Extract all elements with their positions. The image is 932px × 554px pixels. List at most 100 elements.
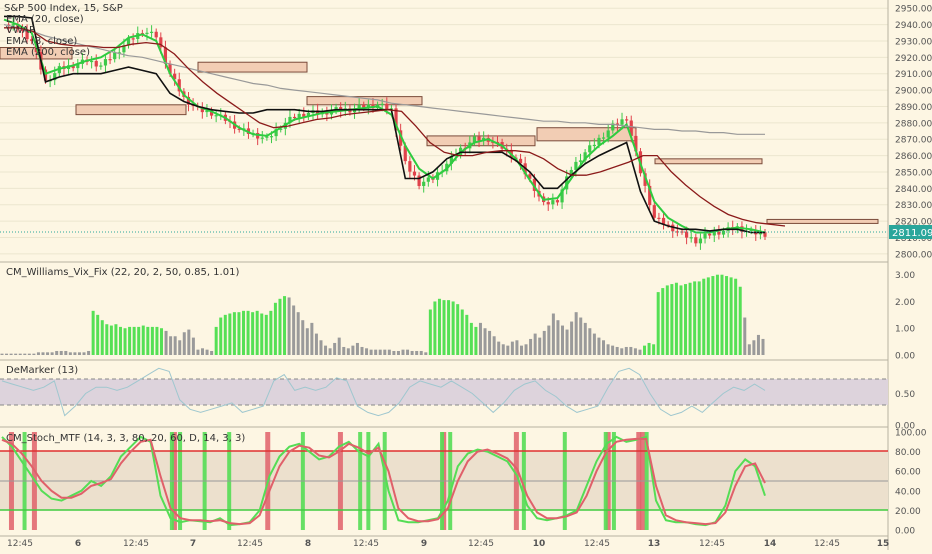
stoch-axis[interactable]: 100.00 80.00 60.00 40.00 20.00 0.00 <box>895 429 927 537</box>
candle-body <box>551 200 555 205</box>
time-tick-label: 12:45 <box>353 539 379 549</box>
price-tick-label: 2800.00 <box>895 250 932 260</box>
candle-body <box>279 128 283 130</box>
candle-body <box>583 152 587 161</box>
vix-bar <box>729 277 733 355</box>
candle-body <box>131 38 135 40</box>
candle-body <box>555 200 560 203</box>
vix-bar <box>456 304 460 355</box>
candle-body <box>30 39 34 41</box>
price-tick-label: 2850.00 <box>895 168 932 178</box>
vix-bar <box>684 284 688 355</box>
time-axis[interactable]: 12:45 6 12:45 7 12:45 8 12:45 9 12:45 10 12:45 13 12… <box>7 539 889 549</box>
vix-bar <box>223 314 227 355</box>
vix-bar <box>150 326 154 355</box>
vix-bar <box>643 345 647 355</box>
demarker-title[interactable]: DeMarker (13) <box>6 365 78 376</box>
price-panel[interactable] <box>0 7 888 255</box>
time-tick-label: 12:45 <box>699 539 725 549</box>
candle-body <box>11 24 15 26</box>
candle-body <box>145 32 149 34</box>
vix-bar <box>533 333 537 355</box>
candle-body <box>565 176 569 190</box>
legend-ema200[interactable]: EMA (200, close) <box>6 47 90 58</box>
vix-bar <box>515 340 519 355</box>
candle-body <box>560 189 564 203</box>
vix-bar <box>756 334 760 355</box>
vix-bar <box>114 324 118 355</box>
supply-demand-zone <box>306 96 423 106</box>
vix-bar <box>406 349 410 355</box>
vix-title[interactable]: CM_Williams_Vix_Fix (22, 20, 2, 50, 0.85… <box>6 267 239 278</box>
candle-body <box>173 73 177 80</box>
candle-body <box>657 217 661 219</box>
time-tick-label: 14 <box>764 539 777 549</box>
vix-bar <box>132 326 136 355</box>
vix-bar <box>164 330 168 355</box>
vix-bar <box>410 350 414 355</box>
vix-bar <box>556 320 560 355</box>
vix-axis[interactable]: 3.00 2.00 1.00 0.00 <box>895 271 915 361</box>
vix-bar <box>592 333 596 355</box>
legend-ema8[interactable]: EMA (8, close) <box>6 36 77 47</box>
vix-bar <box>242 310 246 355</box>
vix-bar <box>105 324 109 355</box>
candle-body <box>578 160 583 162</box>
candle-body <box>288 116 292 123</box>
legend-ema20[interactable]: EMA (20, close) <box>6 14 84 25</box>
vix-bar <box>333 342 337 355</box>
candle-body <box>168 63 172 74</box>
vix-bar <box>424 352 428 355</box>
price-tick-label: 2890.00 <box>895 103 932 113</box>
candle-body <box>306 112 310 117</box>
vix-bar <box>529 338 533 355</box>
current-price-tag: 2811.09 <box>889 225 932 239</box>
vix-bar <box>50 352 54 355</box>
vix-bar <box>159 328 163 355</box>
time-tick-label: 6 <box>75 539 81 549</box>
candle-body <box>721 230 726 235</box>
vix-bar <box>747 344 751 355</box>
vix-bar <box>0 353 4 355</box>
supply-demand-zone <box>75 104 187 116</box>
vix-bar <box>574 312 578 355</box>
vix-bar <box>55 350 59 355</box>
candle-body <box>708 233 712 236</box>
vix-bar <box>428 309 432 355</box>
vix-bar <box>633 348 637 355</box>
candle-body <box>274 129 278 137</box>
candle-body <box>103 59 108 66</box>
vix-bar <box>620 348 624 355</box>
symbol-title[interactable]: S&P 500 Index, 15, S&P <box>4 3 123 14</box>
candle-body <box>666 224 670 226</box>
candle-body <box>611 123 615 131</box>
vix-bar <box>260 313 264 355</box>
candle-body <box>394 108 398 131</box>
vix-bar <box>324 345 328 355</box>
candle-body <box>661 217 666 225</box>
candle-body <box>357 104 361 109</box>
vix-bar <box>469 322 473 355</box>
stoch-mtf-panel[interactable] <box>0 432 888 530</box>
vix-tick-label: 2.00 <box>895 298 915 308</box>
price-tick-label: 2840.00 <box>895 185 932 195</box>
vix-bar <box>128 326 132 355</box>
vix-bar <box>433 301 437 355</box>
vix-fix-panel[interactable] <box>0 274 765 355</box>
candle-body <box>694 237 698 244</box>
candle-body <box>671 224 675 232</box>
demarker-panel[interactable] <box>0 367 888 417</box>
demarker-axis[interactable]: 0.50 0.00 <box>895 390 915 432</box>
candle-body <box>108 59 112 61</box>
vix-bar <box>538 337 542 355</box>
vix-bar <box>715 274 719 355</box>
stoch-title[interactable]: CM_Stoch_MTF (14, 3, 3, 80, 20, 60, D, 1… <box>6 433 245 444</box>
candle-body <box>412 171 417 176</box>
vix-bar <box>228 313 232 355</box>
vix-bar <box>392 350 396 355</box>
vix-bar <box>301 320 305 355</box>
vix-bar <box>761 338 765 355</box>
legend-vwap[interactable]: VWAP <box>6 25 35 36</box>
